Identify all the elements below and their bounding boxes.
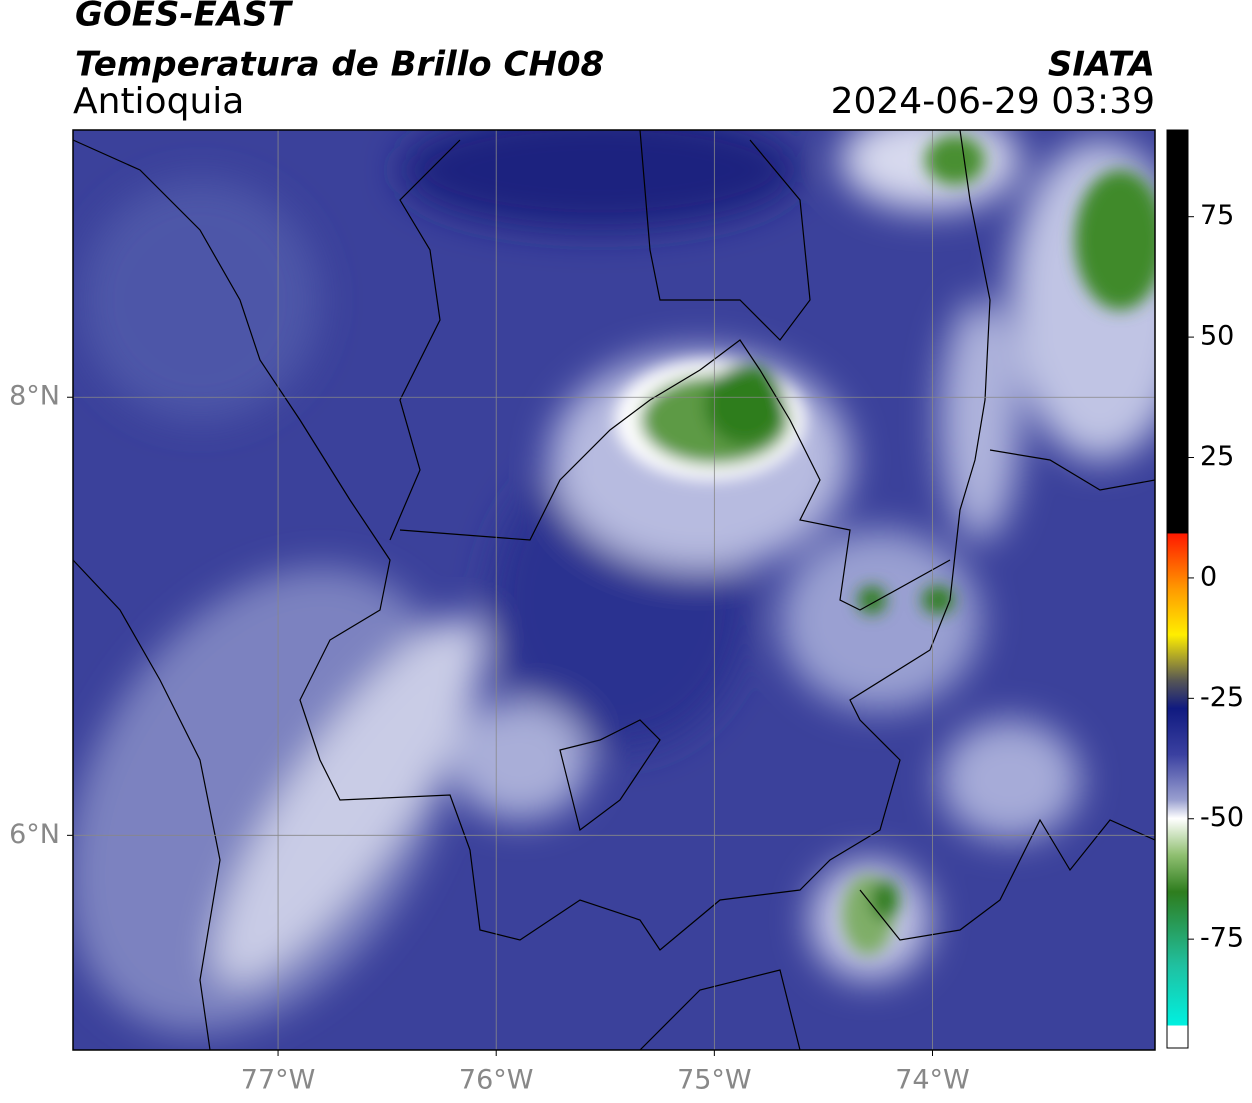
colorbar <box>1166 129 1189 1049</box>
satellite-image <box>73 130 1155 1050</box>
source: SIATA <box>1048 45 1155 85</box>
colorbar-tick-label: -25 <box>1200 682 1244 713</box>
lat-tick-label: 8°N <box>9 381 60 412</box>
colorbar-tick-label: 25 <box>1200 441 1234 472</box>
title: GOES-EAST <box>75 0 294 35</box>
colorbar-tick-label: 0 <box>1200 561 1217 592</box>
graticule <box>73 130 1155 1050</box>
colorbar-tick-label: 75 <box>1200 200 1234 231</box>
subtitle: Temperatura de Brillo CH08 <box>75 45 604 85</box>
lon-tick-label: 74°W <box>895 1065 970 1096</box>
lon-tick-label: 76°W <box>459 1065 534 1096</box>
lat-tick-label: 6°N <box>9 819 60 850</box>
colorbar-tick-label: 50 <box>1200 321 1234 352</box>
colorbar-tick-label: -50 <box>1200 802 1244 833</box>
map-frame <box>72 129 1156 1051</box>
lon-tick-label: 75°W <box>677 1065 752 1096</box>
colorbar-tick-label: -75 <box>1200 923 1244 954</box>
region: Antioquia <box>73 81 244 122</box>
datetime: 2024-06-29 03:39 <box>831 81 1155 122</box>
lon-tick-label: 77°W <box>241 1065 316 1096</box>
